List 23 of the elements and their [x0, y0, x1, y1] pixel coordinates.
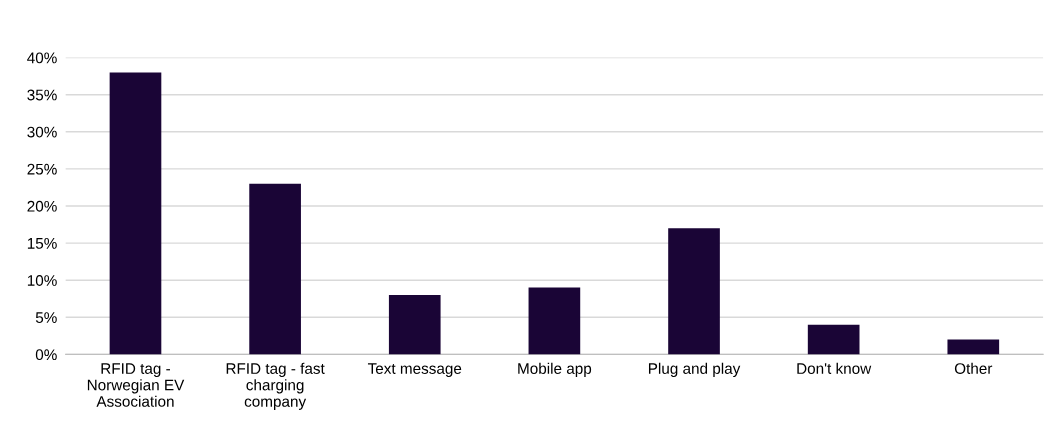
y-tick-label: 35% — [27, 89, 57, 101]
y-tick-label: 5% — [35, 312, 57, 323]
y-tick-label: 0% — [35, 349, 57, 361]
x-tick-label: RFID tag - fast charging company — [226, 362, 325, 410]
bar — [807, 324, 860, 355]
bar — [528, 287, 581, 355]
bar — [249, 183, 301, 355]
x-tick-label: RFID tag - Norwegian EV Association — [87, 363, 185, 407]
x-tick-label: Plug and play — [648, 362, 741, 377]
x-tick-label: Don't know — [797, 362, 872, 374]
y-tick-label: 25% — [27, 163, 57, 175]
y-tick-label: 10% — [27, 275, 57, 286]
x-tick-label: Other — [954, 362, 993, 374]
bar — [388, 295, 441, 355]
bar — [947, 339, 1000, 355]
bar — [668, 228, 720, 355]
bar — [109, 72, 162, 355]
y-tick-label: 40% — [27, 52, 57, 64]
y-tick-label: 20% — [27, 200, 57, 212]
x-tick-label: Text message — [367, 363, 462, 377]
y-tick-label: 15% — [27, 238, 57, 249]
x-tick-label: Mobile app — [518, 362, 592, 377]
y-tick-label: 30% — [27, 126, 57, 138]
